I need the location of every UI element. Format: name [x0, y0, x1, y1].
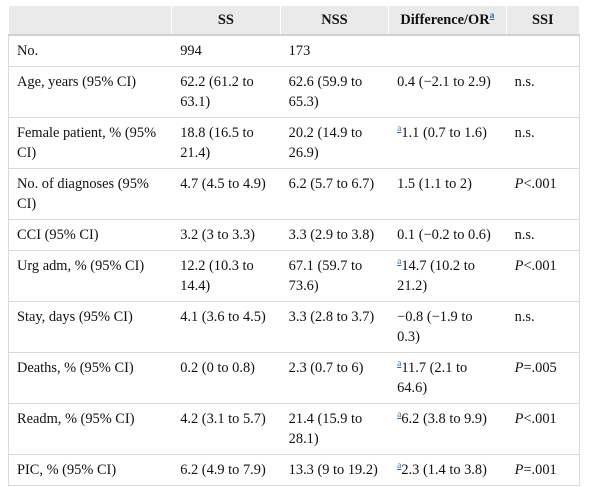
ss-value: 3.2 (3 to 3.3) — [171, 219, 281, 251]
p-symbol: P — [514, 462, 524, 478]
table-row: Age, years (95% CI) 62.2 (61.2 to 63.1) 62… — [7, 66, 581, 118]
difference-text: 1.5 (1.1 to 2) — [397, 176, 472, 192]
ss-value: 6.2 (4.9 to 7.9) — [171, 454, 281, 486]
nss-value: 13.3 (9 to 19.2) — [279, 454, 390, 486]
nss-value: 6.2 (5.7 to 6.7) — [279, 168, 390, 220]
difference-text: 11.7 (2.1 to 64.6) — [397, 360, 468, 396]
footnote-link-a[interactable]: a — [397, 410, 402, 421]
row-label: CCI (95% CI) — [7, 219, 173, 251]
ssi-value: n.s. — [505, 117, 581, 169]
nss-value: 21.4 (15.9 to 28.1) — [279, 403, 390, 455]
row-label: Readm, % (95% CI) — [7, 403, 173, 455]
difference-text: 1.1 (0.7 to 1.6) — [401, 125, 487, 141]
table-row: Stay, days (95% CI) 4.1 (3.6 to 4.5) 3.3 (… — [7, 301, 581, 353]
difference-value: a14.7 (10.2 to 21.2) — [388, 250, 507, 302]
nss-value: 62.6 (59.9 to 65.3) — [279, 66, 390, 118]
header-ss: SS — [171, 6, 281, 36]
ssi-value: P=.005 — [505, 352, 581, 404]
ss-value: 62.2 (61.2 to 63.1) — [171, 66, 281, 118]
row-label: No. — [7, 35, 173, 67]
ss-value: 4.1 (3.6 to 4.5) — [171, 301, 281, 353]
footnote-link-a[interactable]: a — [489, 11, 495, 22]
row-label: Female patient, % (95% CI) — [7, 117, 173, 169]
difference-text: 6.2 (3.8 to 9.9) — [401, 411, 487, 427]
row-label: Urg adm, % (95% CI) — [7, 250, 173, 302]
p-symbol: P — [514, 360, 524, 376]
table-row: Urg adm, % (95% CI) 12.2 (10.3 to 14.4) 67… — [7, 250, 581, 302]
table-header: SS NSS Difference/ORa SSI — [8, 6, 581, 36]
difference-value — [388, 35, 507, 67]
ss-value: 18.8 (16.5 to 21.4) — [171, 117, 281, 169]
difference-text: −0.8 (−1.9 to 0.3) — [397, 309, 473, 345]
footnote-link-a[interactable]: a — [397, 461, 402, 472]
ss-value: 994 — [171, 35, 281, 67]
ssi-text: n.s. — [514, 309, 535, 325]
difference-text: 2.3 (1.4 to 3.8) — [401, 462, 487, 478]
ssi-text: <.001 — [523, 258, 557, 274]
difference-value: a2.3 (1.4 to 3.8) — [388, 454, 507, 486]
ss-value: 0.2 (0 to 0.8) — [171, 352, 281, 404]
header-empty-cell — [8, 6, 173, 36]
row-label: No. of diagnoses (95% CI) — [7, 168, 173, 220]
ssi-value: n.s. — [505, 219, 581, 251]
ssi-value: n.s. — [505, 301, 581, 353]
p-symbol: P — [514, 176, 524, 192]
row-label: Age, years (95% CI) — [7, 66, 173, 118]
ssi-value: n.s. — [505, 66, 581, 118]
header-difference-label: Difference/OR — [400, 12, 490, 28]
row-label: Deaths, % (95% CI) — [7, 352, 173, 404]
p-symbol: P — [514, 411, 524, 427]
results-table: SS NSS Difference/ORa SSI No. 994 173 Age, … — [7, 6, 581, 486]
footnote-link-a[interactable]: a — [397, 359, 402, 370]
ssi-text: n.s. — [514, 74, 535, 90]
nss-value: 67.1 (59.7 to 73.6) — [279, 250, 390, 302]
ssi-text: =.005 — [523, 360, 557, 376]
nss-value: 173 — [279, 35, 390, 67]
difference-text: 0.4 (−2.1 to 2.9) — [397, 74, 491, 90]
table-row: Female patient, % (95% CI) 18.8 (16.5 to … — [7, 117, 581, 169]
nss-value: 20.2 (14.9 to 26.9) — [279, 117, 390, 169]
table-row: No. 994 173 — [7, 35, 581, 67]
table-row: PIC, % (95% CI) 6.2 (4.9 to 7.9) 13.3 (9 t… — [7, 454, 581, 486]
header-difference-or: Difference/ORa — [388, 6, 507, 36]
ssi-value: P<.001 — [505, 168, 581, 220]
ssi-text: <.001 — [523, 176, 557, 192]
ssi-value — [505, 35, 581, 67]
difference-value: −0.8 (−1.9 to 0.3) — [388, 301, 507, 353]
row-label: PIC, % (95% CI) — [7, 454, 173, 486]
ss-value: 4.2 (3.1 to 5.7) — [171, 403, 281, 455]
ssi-text: n.s. — [514, 125, 535, 141]
table-row: No. of diagnoses (95% CI) 4.7 (4.5 to 4.9… — [7, 168, 581, 220]
table-row: Readm, % (95% CI) 4.2 (3.1 to 5.7) 21.4 (1… — [7, 403, 581, 455]
row-label: Stay, days (95% CI) — [7, 301, 173, 353]
difference-value: 0.1 (−0.2 to 0.6) — [388, 219, 507, 251]
difference-text: 0.1 (−0.2 to 0.6) — [397, 227, 491, 243]
header-row: SS NSS Difference/ORa SSI — [8, 6, 581, 36]
p-symbol: P — [514, 258, 524, 274]
footnote-link-a[interactable]: a — [397, 124, 402, 135]
ssi-text: <.001 — [523, 411, 557, 427]
nss-value: 3.3 (2.8 to 3.7) — [279, 301, 390, 353]
difference-text: 14.7 (10.2 to 21.2) — [397, 258, 475, 294]
table-body: No. 994 173 Age, years (95% CI) 62.2 (61.2 t… — [7, 35, 581, 486]
footnote-link-a[interactable]: a — [397, 257, 402, 268]
ss-value: 4.7 (4.5 to 4.9) — [171, 168, 281, 220]
ssi-text: =.001 — [523, 462, 557, 478]
nss-value: 2.3 (0.7 to 6) — [279, 352, 390, 404]
difference-value: a1.1 (0.7 to 1.6) — [388, 117, 507, 169]
ssi-value: P=.001 — [505, 454, 581, 486]
table-row: CCI (95% CI) 3.2 (3 to 3.3) 3.3 (2.9 to 3.… — [7, 219, 581, 251]
difference-value: a6.2 (3.8 to 9.9) — [388, 403, 507, 455]
ss-value: 12.2 (10.3 to 14.4) — [171, 250, 281, 302]
ssi-text: n.s. — [514, 227, 535, 243]
table-row: Deaths, % (95% CI) 0.2 (0 to 0.8) 2.3 (0.7… — [7, 352, 581, 404]
header-nss: NSS — [280, 6, 390, 36]
ssi-value: P<.001 — [505, 250, 581, 302]
difference-value: a11.7 (2.1 to 64.6) — [388, 352, 507, 404]
difference-value: 1.5 (1.1 to 2) — [388, 168, 507, 220]
nss-value: 3.3 (2.9 to 3.8) — [279, 219, 390, 251]
difference-value: 0.4 (−2.1 to 2.9) — [388, 66, 507, 118]
header-ssi: SSI — [506, 6, 581, 36]
ssi-value: P<.001 — [505, 403, 581, 455]
